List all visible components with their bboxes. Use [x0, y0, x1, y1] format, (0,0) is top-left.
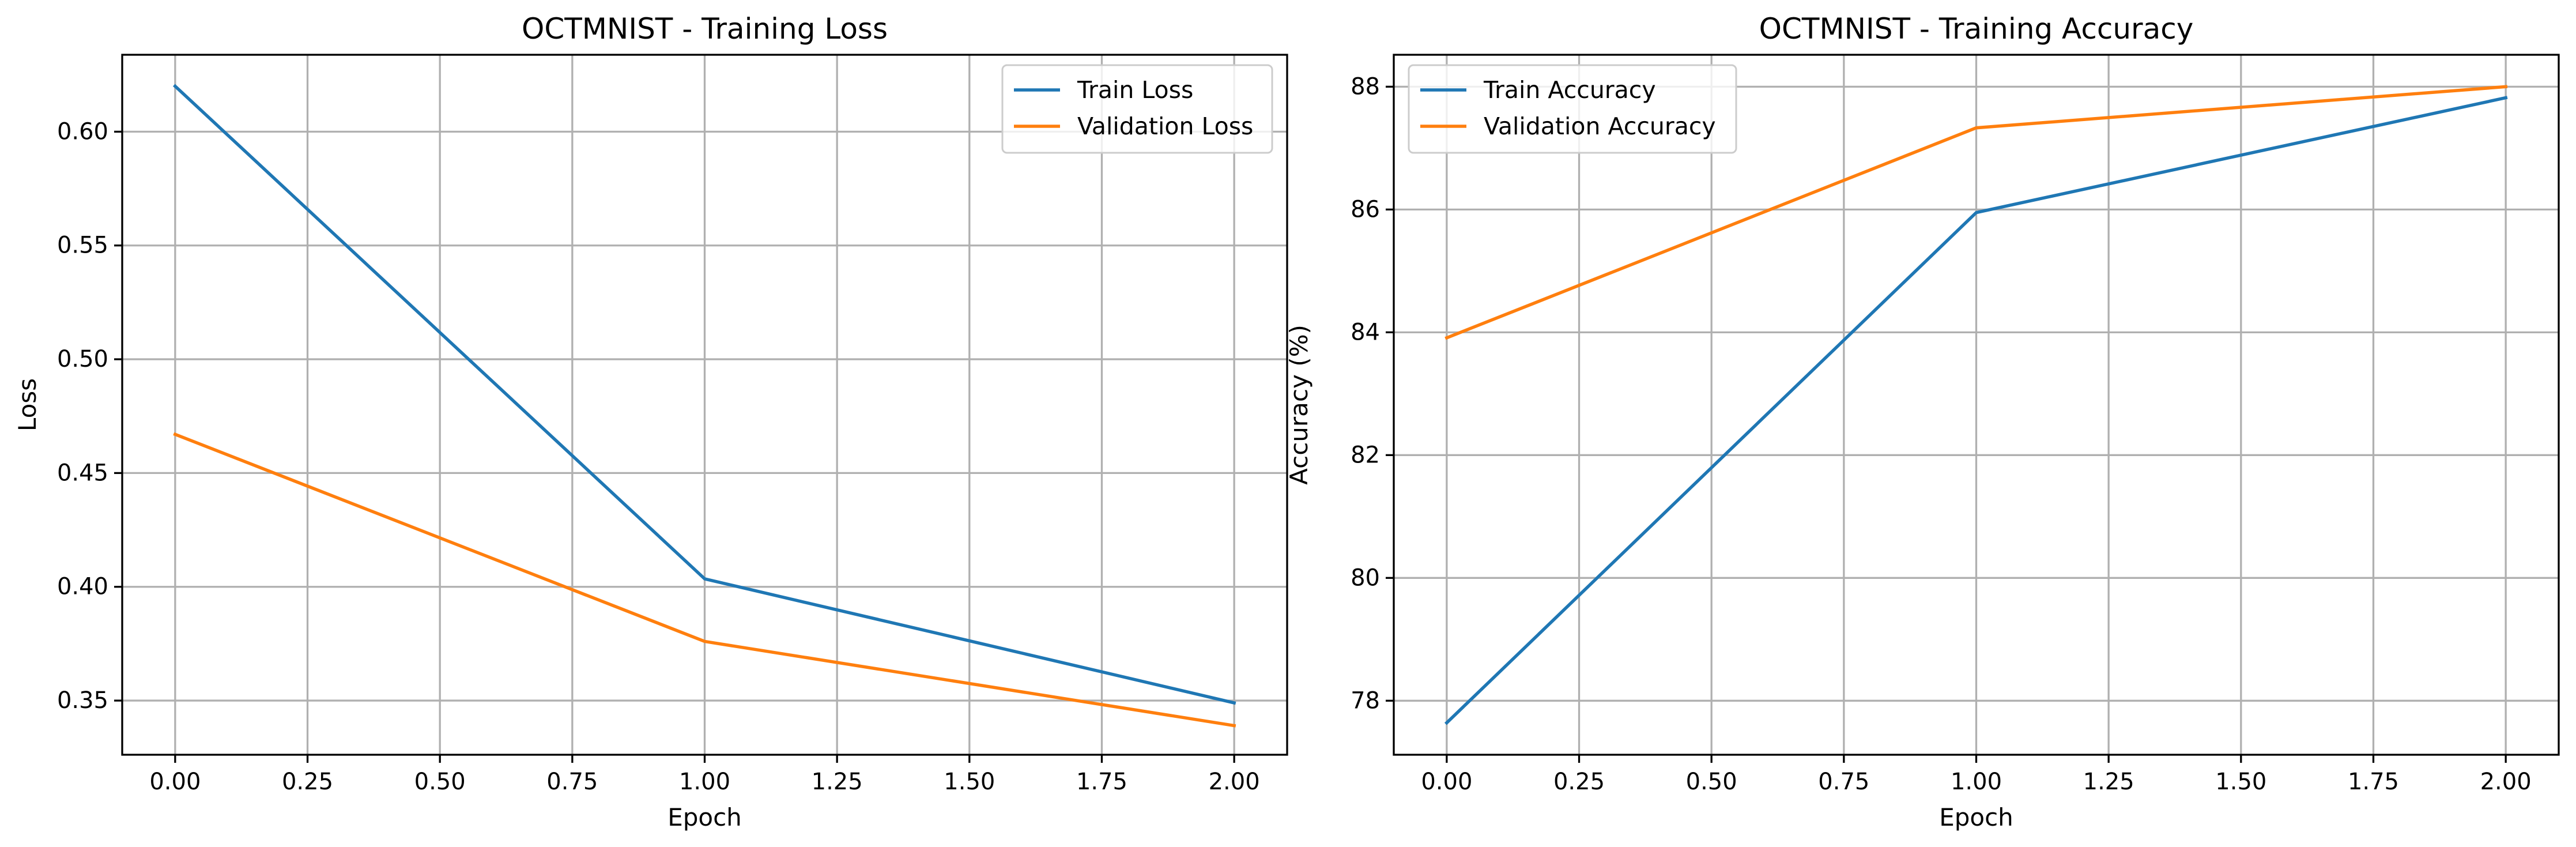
x-tick-label: 0.75 [1818, 769, 1869, 795]
loss-chart-panel: 0.00 0.25 0.50 0.75 1.00 1.25 1.50 1.75 2.00 0.35… [13, 12, 1288, 831]
legend: Train Accuracy Validation Accuracy [1408, 64, 1737, 154]
series-line-validation-loss [173, 432, 1236, 728]
y-tick-label: 88 [1351, 73, 1380, 100]
x-tick-label: 1.50 [2215, 769, 2266, 795]
x-tick-label: 0.00 [1421, 769, 1472, 795]
y-tick-label: 0.45 [57, 460, 108, 486]
x-tick-label: 0.00 [149, 769, 201, 795]
legend-label: Validation Accuracy [1484, 112, 1716, 140]
x-tick-label: 1.00 [679, 769, 730, 795]
x-tick-label: 0.50 [414, 769, 466, 795]
legend-label: Train Loss [1077, 76, 1193, 104]
y-tick-label: 78 [1351, 687, 1380, 714]
x-axis-label: Epoch [1939, 803, 2013, 831]
x-tick-label: 1.50 [944, 769, 995, 795]
y-tick-label: 0.35 [57, 687, 108, 714]
x-tick-label: 1.00 [1951, 769, 2002, 795]
legend-box [1408, 64, 1737, 154]
chart-title: OCTMNIST - Training Accuracy [1759, 12, 2194, 46]
x-tick-label: 0.25 [1553, 769, 1605, 795]
y-tick-label: 0.60 [57, 118, 108, 145]
x-tick-label: 1.75 [1076, 769, 1127, 795]
y-tick-label: 0.40 [57, 574, 108, 600]
y-tick-label: 84 [1351, 319, 1380, 345]
plot-frame [1393, 54, 2560, 756]
x-tick-label: 1.25 [2083, 769, 2134, 795]
y-tick-label: 0.55 [57, 232, 108, 259]
series-line-train-loss [172, 84, 1236, 705]
y-tick-label: 0.50 [57, 346, 108, 372]
series-line-validation-accuracy [1444, 85, 2508, 340]
x-axis-label: Epoch [667, 803, 742, 831]
legend-box [1001, 64, 1273, 154]
y-axis-label: Loss [13, 378, 42, 431]
x-tick-label: 1.25 [812, 769, 863, 795]
x-tick-label: 1.75 [2348, 769, 2399, 795]
y-tick-label: 80 [1351, 564, 1380, 591]
x-tick-label: 0.25 [282, 769, 333, 795]
y-tick-label: 86 [1351, 196, 1380, 223]
accuracy-chart-panel: 0.00 0.25 0.50 0.75 1.00 1.25 1.50 1.75 2.00 78 80… [1285, 12, 2560, 831]
chart-title: OCTMNIST - Training Loss [522, 12, 888, 46]
y-axis-label: Accuracy (%) [1285, 325, 1313, 485]
plot-frame [121, 54, 1288, 756]
series-line-train-accuracy [1444, 96, 2508, 725]
x-tick-label: 2.00 [2480, 769, 2532, 795]
legend: Train Loss Validation Loss [1001, 64, 1273, 154]
legend-label: Validation Loss [1077, 112, 1253, 140]
x-tick-label: 2.00 [1209, 769, 1260, 795]
x-tick-label: 0.50 [1686, 769, 1737, 795]
y-tick-label: 82 [1351, 442, 1380, 468]
legend-label: Train Accuracy [1483, 76, 1656, 104]
x-tick-label: 0.75 [546, 769, 598, 795]
